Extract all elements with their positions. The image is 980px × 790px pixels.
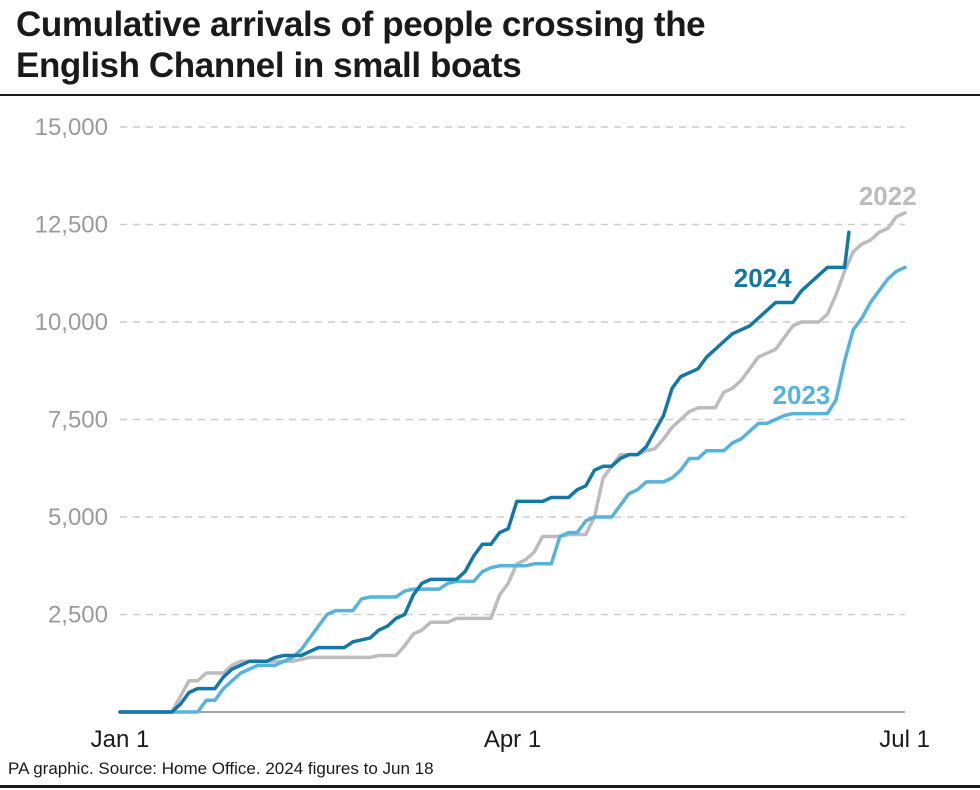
chart-title-line-1: Cumulative arrivals of people crossing t… bbox=[16, 5, 706, 44]
x-tick-label: Apr 1 bbox=[484, 726, 541, 753]
series-line-2024 bbox=[118, 230, 851, 714]
bottom-divider bbox=[0, 785, 980, 788]
x-axis-ticks: Jan 1 Apr 1 Jul 1 bbox=[91, 726, 930, 753]
grid-lines bbox=[120, 126, 905, 616]
x-tick-label: Jul 1 bbox=[879, 726, 930, 753]
y-tick-label: 7,500 bbox=[48, 407, 108, 434]
y-tick-label: 2,500 bbox=[48, 602, 108, 629]
series-lines bbox=[118, 211, 907, 714]
chart-title-line-2: English Channel in small boats bbox=[16, 46, 522, 85]
y-tick-label: 12,500 bbox=[35, 212, 108, 239]
source-footer: PA graphic. Source: Home Office. 2024 fi… bbox=[8, 759, 434, 778]
title-divider bbox=[0, 94, 980, 96]
series-line-2023 bbox=[118, 265, 907, 714]
series-label-2022: 2022 bbox=[859, 181, 917, 211]
series-labels: 2022 2023 2024 bbox=[734, 181, 917, 410]
y-tick-label: 10,000 bbox=[35, 309, 108, 336]
y-axis-ticks: 2,500 5,000 7,500 10,000 12,500 15,000 bbox=[35, 114, 108, 629]
y-tick-label: 15,000 bbox=[35, 114, 108, 141]
series-line-2022 bbox=[118, 211, 907, 714]
x-tick-label: Jan 1 bbox=[91, 726, 150, 753]
series-label-2023: 2023 bbox=[773, 380, 831, 410]
y-tick-label: 5,000 bbox=[48, 504, 108, 531]
chart-title: Cumulative arrivals of people crossing t… bbox=[16, 4, 956, 86]
series-label-2024: 2024 bbox=[734, 263, 792, 293]
